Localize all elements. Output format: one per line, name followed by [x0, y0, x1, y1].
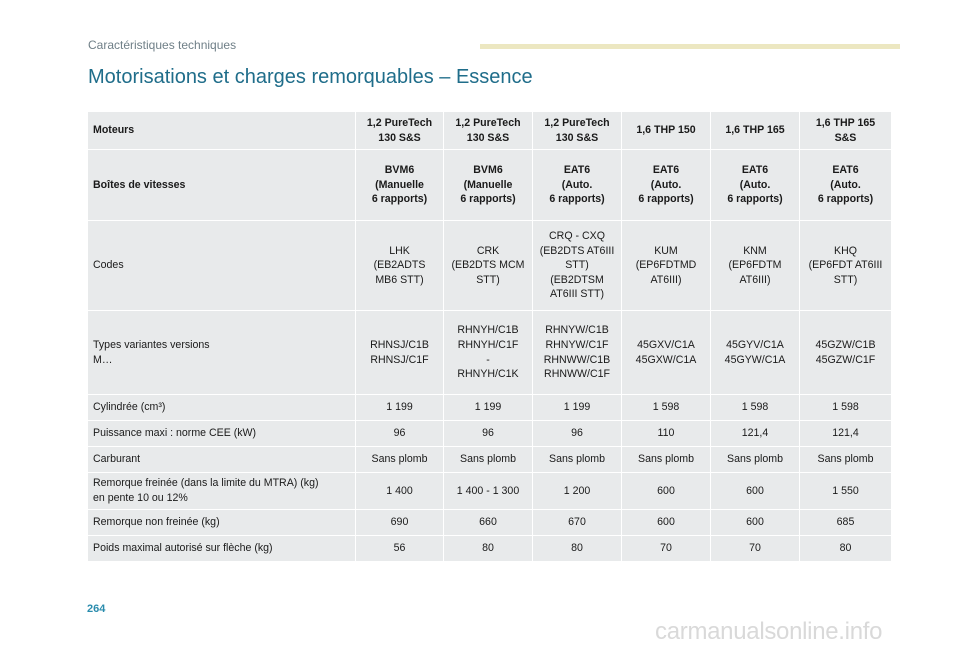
table-cell: 80 [532, 535, 622, 562]
spec-row: Codes LHK (EB2ADTS MB6 STT) CRK (EB2DTS MC… [87, 220, 892, 311]
table-cell: 1,2 PureTech 130 S&S [355, 111, 444, 150]
table-cell: 1,6 THP 165 [710, 111, 800, 150]
table-cell: Sans plomb [532, 446, 622, 473]
table-cell: 685 [799, 509, 892, 536]
table-cell: 600 [710, 509, 800, 536]
table-cell: 1,6 THP 150 [621, 111, 711, 150]
header-accent-bar [480, 44, 900, 49]
table-cell: 56 [355, 535, 444, 562]
table-cell: 80 [443, 535, 533, 562]
table-cell: EAT6 (Auto. 6 rapports) [799, 149, 892, 221]
spec-row: Types variantes versions M… RHNSJ/C1B RHN… [87, 310, 892, 395]
spec-row: Carburant Sans plomb Sans plomb Sans plomb S… [87, 446, 892, 473]
row-label: Boîtes de vitesses [87, 149, 356, 221]
table-cell: 96 [355, 420, 444, 447]
table-cell: 1 199 [355, 394, 444, 421]
row-label: Cylindrée (cm³) [87, 394, 356, 421]
table-cell: 45GYV/C1A 45GYW/C1A [710, 310, 800, 395]
table-cell: 1 598 [799, 394, 892, 421]
table-cell: 121,4 [710, 420, 800, 447]
table-cell: RHNYH/C1B RHNYH/C1F - RHNYH/C1K [443, 310, 533, 395]
table-cell: 670 [532, 509, 622, 536]
table-cell: 1,2 PureTech 130 S&S [443, 111, 533, 150]
spec-row: Poids maximal autorisé sur flèche (kg) 56… [87, 535, 892, 562]
row-label: Codes [87, 220, 356, 311]
table-cell: 96 [532, 420, 622, 447]
spec-row: Puissance maxi : norme CEE (kW) 96 96 96 110… [87, 420, 892, 447]
page-title: Motorisations et charges remorquables – … [88, 66, 533, 88]
row-label: Carburant [87, 446, 356, 473]
table-cell: 1 598 [621, 394, 711, 421]
table-cell: 110 [621, 420, 711, 447]
table-cell: CRK (EB2DTS MCM STT) [443, 220, 533, 311]
table-cell: 1 199 [532, 394, 622, 421]
table-cell: 121,4 [799, 420, 892, 447]
section-header: Caractéristiques techniques [88, 38, 237, 52]
table-cell: 690 [355, 509, 444, 536]
table-cell: 600 [621, 509, 711, 536]
table-cell: 1,6 THP 165 S&S [799, 111, 892, 150]
table-cell: Sans plomb [355, 446, 444, 473]
table-cell: RHNSJ/C1B RHNSJ/C1F [355, 310, 444, 395]
table-cell: 1 598 [710, 394, 800, 421]
spec-row: Cylindrée (cm³) 1 199 1 199 1 199 1 598 1 598… [87, 394, 892, 421]
spec-row: Boîtes de vitesses BVM6 (Manuelle 6 rappo… [87, 149, 892, 221]
spec-row: Remorque non freinée (kg) 690 660 670 600 600… [87, 509, 892, 536]
table-cell: Sans plomb [710, 446, 800, 473]
table-cell: EAT6 (Auto. 6 rapports) [710, 149, 800, 221]
table-cell: 45GZW/C1B 45GZW/C1F [799, 310, 892, 395]
spec-table-body: Moteurs 1,2 PureTech 130 S&S 1,2 PureTech … [87, 111, 892, 562]
page-number: 264 [87, 603, 106, 615]
table-cell: Sans plomb [621, 446, 711, 473]
table-cell: BVM6 (Manuelle 6 rapports) [443, 149, 533, 221]
table-cell: 70 [710, 535, 800, 562]
table-cell: 1 200 [532, 472, 622, 510]
row-label: Types variantes versions M… [87, 310, 356, 395]
table-cell: CRQ - CXQ (EB2DTS AT6III STT) (EB2DTSM A… [532, 220, 622, 311]
watermark: carmanualsonline.info [655, 618, 883, 645]
table-cell: BVM6 (Manuelle 6 rapports) [355, 149, 444, 221]
table-cell: KNM (EP6FDTM AT6III) [710, 220, 800, 311]
table-cell: 45GXV/C1A 45GXW/C1A [621, 310, 711, 395]
table-cell: 660 [443, 509, 533, 536]
table-cell: 1 400 - 1 300 [443, 472, 533, 510]
spec-row: Moteurs 1,2 PureTech 130 S&S 1,2 PureTech … [87, 111, 892, 150]
table-cell: EAT6 (Auto. 6 rapports) [532, 149, 622, 221]
table-cell: 1 199 [443, 394, 533, 421]
table-cell: 600 [621, 472, 711, 510]
table-cell: EAT6 (Auto. 6 rapports) [621, 149, 711, 221]
row-label: Poids maximal autorisé sur flèche (kg) [87, 535, 356, 562]
table-cell: 1 550 [799, 472, 892, 510]
table-cell: 96 [443, 420, 533, 447]
engine-spec-table: Moteurs 1,2 PureTech 130 S&S 1,2 PureTech … [87, 111, 892, 562]
row-label: Moteurs [87, 111, 356, 150]
table-cell: 600 [710, 472, 800, 510]
table-cell: KHQ (EP6FDT AT6III STT) [799, 220, 892, 311]
table-cell: Sans plomb [443, 446, 533, 473]
table-cell: RHNYW/C1B RHNYW/C1F RHNWW/C1B RHNWW/C1F [532, 310, 622, 395]
table-cell: 80 [799, 535, 892, 562]
row-label: Puissance maxi : norme CEE (kW) [87, 420, 356, 447]
table-cell: 1,2 PureTech 130 S&S [532, 111, 622, 150]
row-label: Remorque non freinée (kg) [87, 509, 356, 536]
table-cell: 1 400 [355, 472, 444, 510]
row-label: Remorque freinée (dans la limite du MTRA… [87, 472, 356, 510]
table-cell: Sans plomb [799, 446, 892, 473]
table-cell: LHK (EB2ADTS MB6 STT) [355, 220, 444, 311]
table-cell: KUM (EP6FDTMD AT6III) [621, 220, 711, 311]
table-cell: 70 [621, 535, 711, 562]
spec-row: Remorque freinée (dans la limite du MTRA… [87, 472, 892, 510]
